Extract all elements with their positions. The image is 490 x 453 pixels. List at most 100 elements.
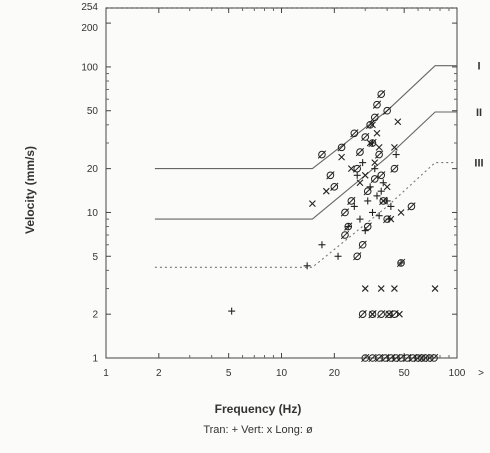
point-vert bbox=[322, 187, 330, 195]
point-vert-b bbox=[383, 183, 391, 191]
point-tran bbox=[334, 252, 342, 260]
point-vert-b bbox=[375, 143, 383, 151]
point-long-circle bbox=[344, 222, 353, 231]
point-long-slash bbox=[396, 258, 406, 268]
point-vert-b bbox=[397, 209, 405, 216]
point-long-slash bbox=[374, 150, 384, 159]
point-tran bbox=[359, 159, 367, 167]
point-vert-b bbox=[338, 153, 345, 161]
point-long-slash bbox=[429, 353, 439, 363]
point-long-slash bbox=[340, 230, 350, 240]
x-tick-label: 100 bbox=[449, 368, 466, 379]
point-vert bbox=[361, 171, 369, 179]
point-tran bbox=[318, 241, 326, 249]
point-long-circle bbox=[373, 100, 381, 109]
point-long-circle bbox=[375, 150, 383, 159]
point-long bbox=[379, 196, 388, 206]
limit-curve-ii bbox=[154, 111, 457, 220]
point-long-slash bbox=[361, 353, 370, 363]
point-tran bbox=[371, 165, 379, 173]
point-tran bbox=[373, 192, 381, 200]
point-long-circle bbox=[370, 113, 379, 122]
point-long-circle bbox=[383, 106, 391, 115]
y-axis-label: Velocity (mm/s) bbox=[23, 146, 37, 234]
point-long-circle bbox=[385, 310, 393, 318]
point-long bbox=[377, 310, 386, 319]
x-tick-label: 20 bbox=[329, 368, 341, 379]
ticks: 1 2 5 10 20 50 100 200 254 1 2 5 10 20 50 100 > bbox=[81, 2, 484, 379]
point-vert-b bbox=[431, 285, 439, 292]
point-vert bbox=[431, 285, 439, 292]
point-long bbox=[361, 353, 370, 363]
point-long-circle bbox=[366, 121, 374, 129]
y-tick-label: 20 bbox=[87, 164, 99, 175]
x-tick-label: 10 bbox=[276, 368, 288, 379]
point-vert-b bbox=[394, 118, 402, 126]
y-tick-label: 5 bbox=[92, 252, 98, 263]
point-long-slash bbox=[390, 310, 399, 319]
point-long bbox=[326, 171, 335, 180]
point-long-circle bbox=[377, 310, 386, 318]
point-tran bbox=[356, 215, 364, 223]
point-long-circle bbox=[356, 148, 364, 156]
y-tick-label: 100 bbox=[81, 62, 98, 73]
point-tran bbox=[387, 202, 395, 210]
point-vert bbox=[377, 285, 385, 292]
plot-frame bbox=[105, 7, 458, 359]
point-long-circle bbox=[379, 197, 388, 205]
point-long-circle bbox=[370, 175, 379, 183]
point-long bbox=[384, 310, 394, 319]
point-long-slash bbox=[396, 353, 406, 363]
point-long-slash bbox=[358, 240, 367, 249]
point-long bbox=[344, 222, 353, 231]
data-points bbox=[228, 89, 439, 363]
point-long-slash bbox=[381, 353, 390, 363]
point-long-circle bbox=[358, 240, 367, 249]
point-long-slash bbox=[372, 100, 382, 109]
point-long bbox=[340, 230, 350, 240]
point-long-slash bbox=[384, 310, 394, 319]
point-long-circle bbox=[326, 171, 335, 180]
limit-curve-iii bbox=[154, 162, 457, 268]
point-long-slash bbox=[383, 214, 392, 224]
point-long bbox=[396, 258, 406, 268]
point-vert bbox=[356, 179, 364, 187]
point-long-slash bbox=[355, 147, 365, 157]
x-over-label: > bbox=[478, 368, 484, 379]
x-tick-label: 1 bbox=[103, 368, 109, 379]
point-long bbox=[383, 106, 392, 115]
curve-label-iii: III bbox=[474, 158, 483, 170]
point-long-circle bbox=[426, 354, 434, 362]
point-long-slash bbox=[350, 129, 359, 138]
point-long-slash bbox=[379, 196, 388, 206]
point-tran bbox=[350, 202, 358, 210]
point-long bbox=[317, 150, 327, 159]
point-long bbox=[337, 143, 346, 152]
point-tran bbox=[303, 262, 311, 270]
point-long-circle bbox=[387, 354, 395, 362]
point-long-slash bbox=[361, 132, 370, 142]
point-vert bbox=[309, 200, 316, 208]
x-tick-label: 50 bbox=[399, 368, 411, 379]
point-long bbox=[358, 240, 367, 249]
point-long-circle bbox=[353, 252, 362, 261]
y-tick-label: 2 bbox=[92, 310, 98, 321]
point-long bbox=[390, 164, 399, 173]
point-tran bbox=[383, 197, 391, 205]
point-long-circle bbox=[330, 183, 339, 191]
point-long-circle bbox=[430, 354, 438, 362]
point-long-slash bbox=[363, 187, 372, 196]
point-long bbox=[347, 196, 356, 206]
point-long bbox=[330, 182, 339, 191]
point-vert-b bbox=[356, 179, 364, 187]
point-long-slash bbox=[377, 310, 386, 319]
point-long-circle bbox=[341, 208, 349, 217]
curve-label-ii: II bbox=[476, 107, 482, 119]
point-vert bbox=[391, 143, 398, 151]
point-tran bbox=[353, 171, 361, 179]
point-long bbox=[358, 310, 367, 319]
x-tick-label: 2 bbox=[156, 368, 162, 379]
point-long bbox=[355, 147, 365, 157]
